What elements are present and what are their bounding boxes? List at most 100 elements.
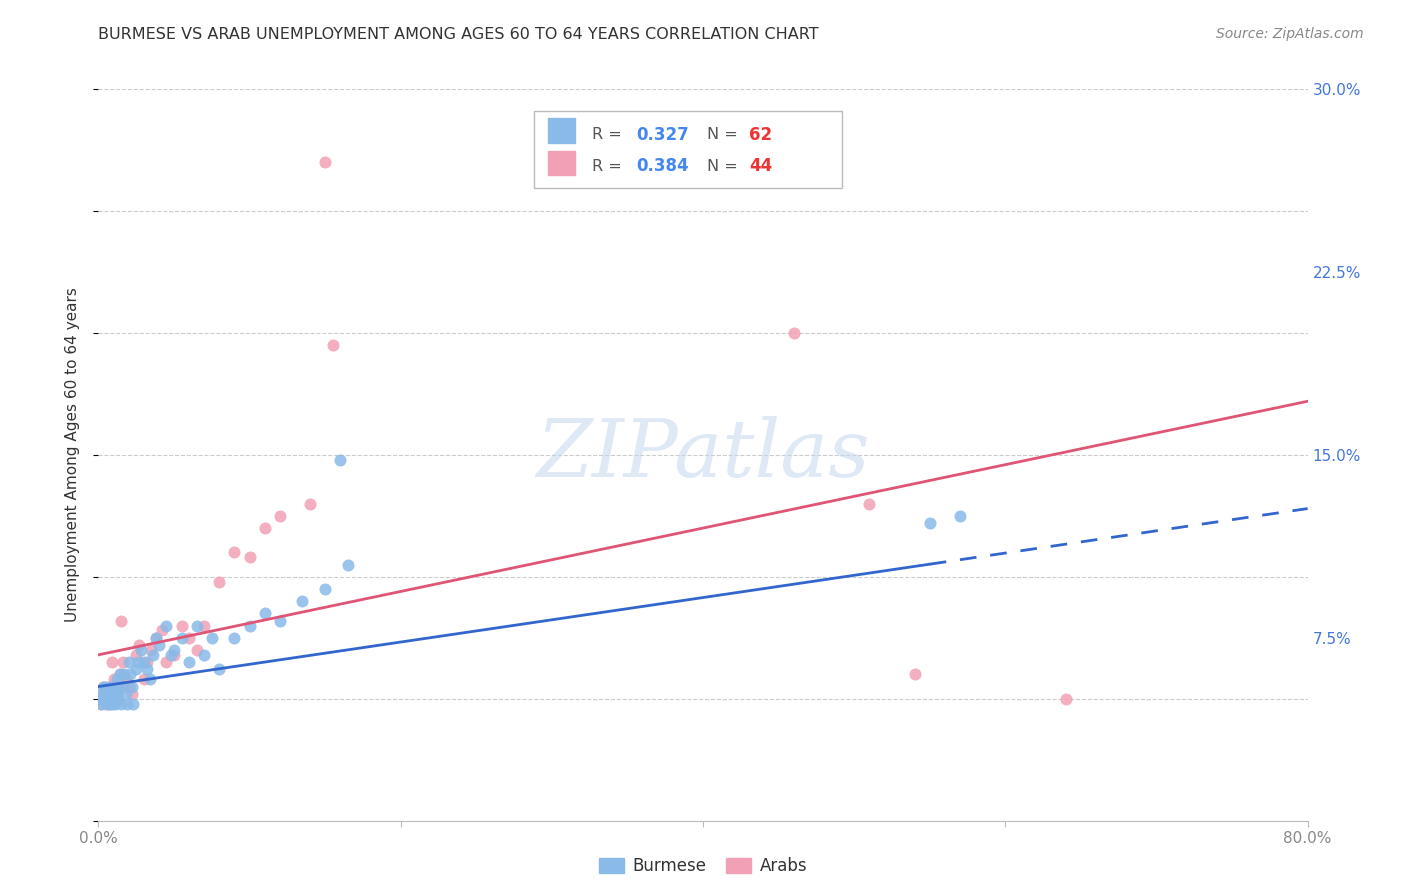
Point: [904, 667, 927, 681]
Point: [100, 684, 122, 698]
Point: [89, 691, 111, 706]
Text: R =: R =: [592, 127, 627, 142]
Point: [1054, 691, 1077, 706]
Point: [179, 631, 201, 645]
FancyBboxPatch shape: [534, 112, 842, 188]
Point: [104, 697, 127, 711]
Point: [103, 691, 125, 706]
Point: [91, 680, 114, 694]
Text: Source: ZipAtlas.com: Source: ZipAtlas.com: [1216, 27, 1364, 41]
Point: [121, 680, 143, 694]
Point: [107, 680, 129, 694]
Point: [148, 638, 170, 652]
Point: [170, 631, 193, 645]
Point: [105, 672, 128, 686]
Point: [96, 684, 118, 698]
Legend: Burmese, Arabs: Burmese, Arabs: [592, 850, 814, 882]
Point: [90, 697, 112, 711]
Point: [94, 691, 117, 706]
Point: [253, 521, 276, 535]
Point: [120, 667, 142, 681]
Point: [101, 697, 124, 711]
Point: [104, 684, 127, 698]
Point: [100, 691, 122, 706]
Point: [94, 697, 117, 711]
Point: [94, 680, 117, 694]
Text: 62: 62: [749, 126, 772, 144]
Point: [132, 655, 155, 669]
Point: [314, 155, 336, 169]
Point: [186, 618, 208, 632]
Point: [224, 631, 246, 645]
Point: [101, 687, 124, 701]
Point: [141, 643, 163, 657]
Point: [110, 697, 132, 711]
Point: [114, 687, 136, 701]
Point: [108, 667, 131, 681]
Point: [193, 648, 215, 662]
Point: [918, 516, 941, 531]
Point: [96, 691, 118, 706]
Point: [179, 655, 201, 669]
Point: [115, 697, 138, 711]
Point: [139, 672, 162, 686]
Point: [269, 508, 291, 523]
Point: [93, 684, 115, 698]
Point: [107, 691, 129, 706]
Text: N =: N =: [707, 159, 742, 174]
Point: [163, 648, 186, 662]
Point: [314, 582, 336, 596]
Point: [121, 687, 143, 701]
Point: [155, 618, 177, 632]
Point: [114, 672, 136, 686]
Point: [103, 672, 125, 686]
Point: [127, 655, 149, 669]
Point: [90, 697, 112, 711]
Point: [91, 687, 114, 701]
Point: [125, 648, 148, 662]
Point: [122, 697, 145, 711]
Point: [105, 687, 128, 701]
Point: [96, 684, 118, 698]
Point: [105, 691, 128, 706]
Y-axis label: Unemployment Among Ages 60 to 64 years: Unemployment Among Ages 60 to 64 years: [65, 287, 80, 623]
Point: [110, 614, 132, 628]
Point: [93, 691, 115, 706]
Point: [104, 687, 127, 701]
Text: ZIPatlas: ZIPatlas: [536, 417, 870, 493]
Point: [145, 631, 167, 645]
Point: [186, 643, 208, 657]
Point: [103, 680, 125, 694]
Point: [170, 618, 193, 632]
Point: [112, 667, 135, 681]
Point: [163, 643, 186, 657]
Point: [142, 648, 165, 662]
Point: [129, 643, 152, 657]
Point: [128, 638, 150, 652]
Point: [949, 508, 972, 523]
Point: [224, 545, 246, 559]
Point: [208, 574, 231, 589]
Text: 0.384: 0.384: [637, 157, 689, 175]
Point: [145, 631, 167, 645]
Point: [111, 680, 134, 694]
Point: [150, 624, 173, 638]
Point: [91, 687, 114, 701]
Point: [111, 655, 134, 669]
Point: [100, 680, 122, 694]
Point: [336, 558, 359, 572]
Point: [98, 680, 121, 694]
Point: [118, 680, 141, 694]
Point: [98, 697, 121, 711]
Point: [858, 497, 880, 511]
Point: [135, 663, 157, 677]
Point: [201, 631, 224, 645]
Point: [239, 618, 262, 632]
Point: [291, 594, 314, 608]
Point: [135, 655, 157, 669]
Point: [89, 691, 111, 706]
Point: [783, 326, 806, 340]
Point: [93, 680, 115, 694]
Point: [125, 663, 148, 677]
Bar: [548, 119, 575, 143]
